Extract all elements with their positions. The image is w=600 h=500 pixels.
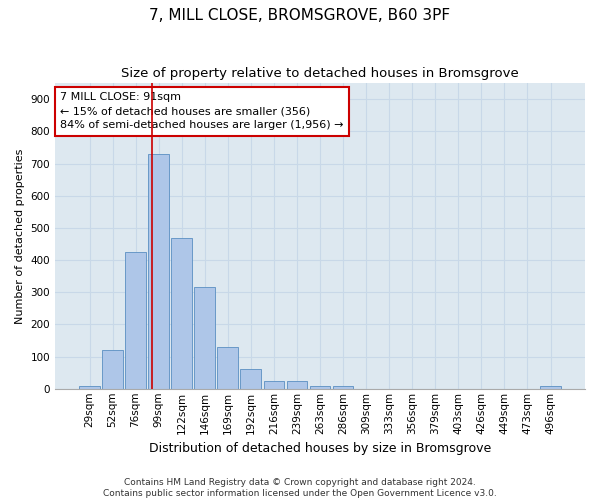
Bar [241,370,261,389]
Bar [332,386,353,389]
Bar [102,350,123,389]
Bar [287,380,307,389]
Title: Size of property relative to detached houses in Bromsgrove: Size of property relative to detached ho… [121,68,519,80]
Bar [310,386,331,389]
Bar [194,288,215,389]
Y-axis label: Number of detached properties: Number of detached properties [15,148,25,324]
Text: 7, MILL CLOSE, BROMSGROVE, B60 3PF: 7, MILL CLOSE, BROMSGROVE, B60 3PF [149,8,451,22]
Bar [540,386,561,389]
Bar [172,238,192,389]
Bar [148,154,169,389]
Bar [79,386,100,389]
Bar [217,347,238,389]
Text: 7 MILL CLOSE: 91sqm
← 15% of detached houses are smaller (356)
84% of semi-detac: 7 MILL CLOSE: 91sqm ← 15% of detached ho… [61,92,344,130]
Text: Contains HM Land Registry data © Crown copyright and database right 2024.
Contai: Contains HM Land Registry data © Crown c… [103,478,497,498]
Bar [263,380,284,389]
Bar [125,252,146,389]
X-axis label: Distribution of detached houses by size in Bromsgrove: Distribution of detached houses by size … [149,442,491,455]
